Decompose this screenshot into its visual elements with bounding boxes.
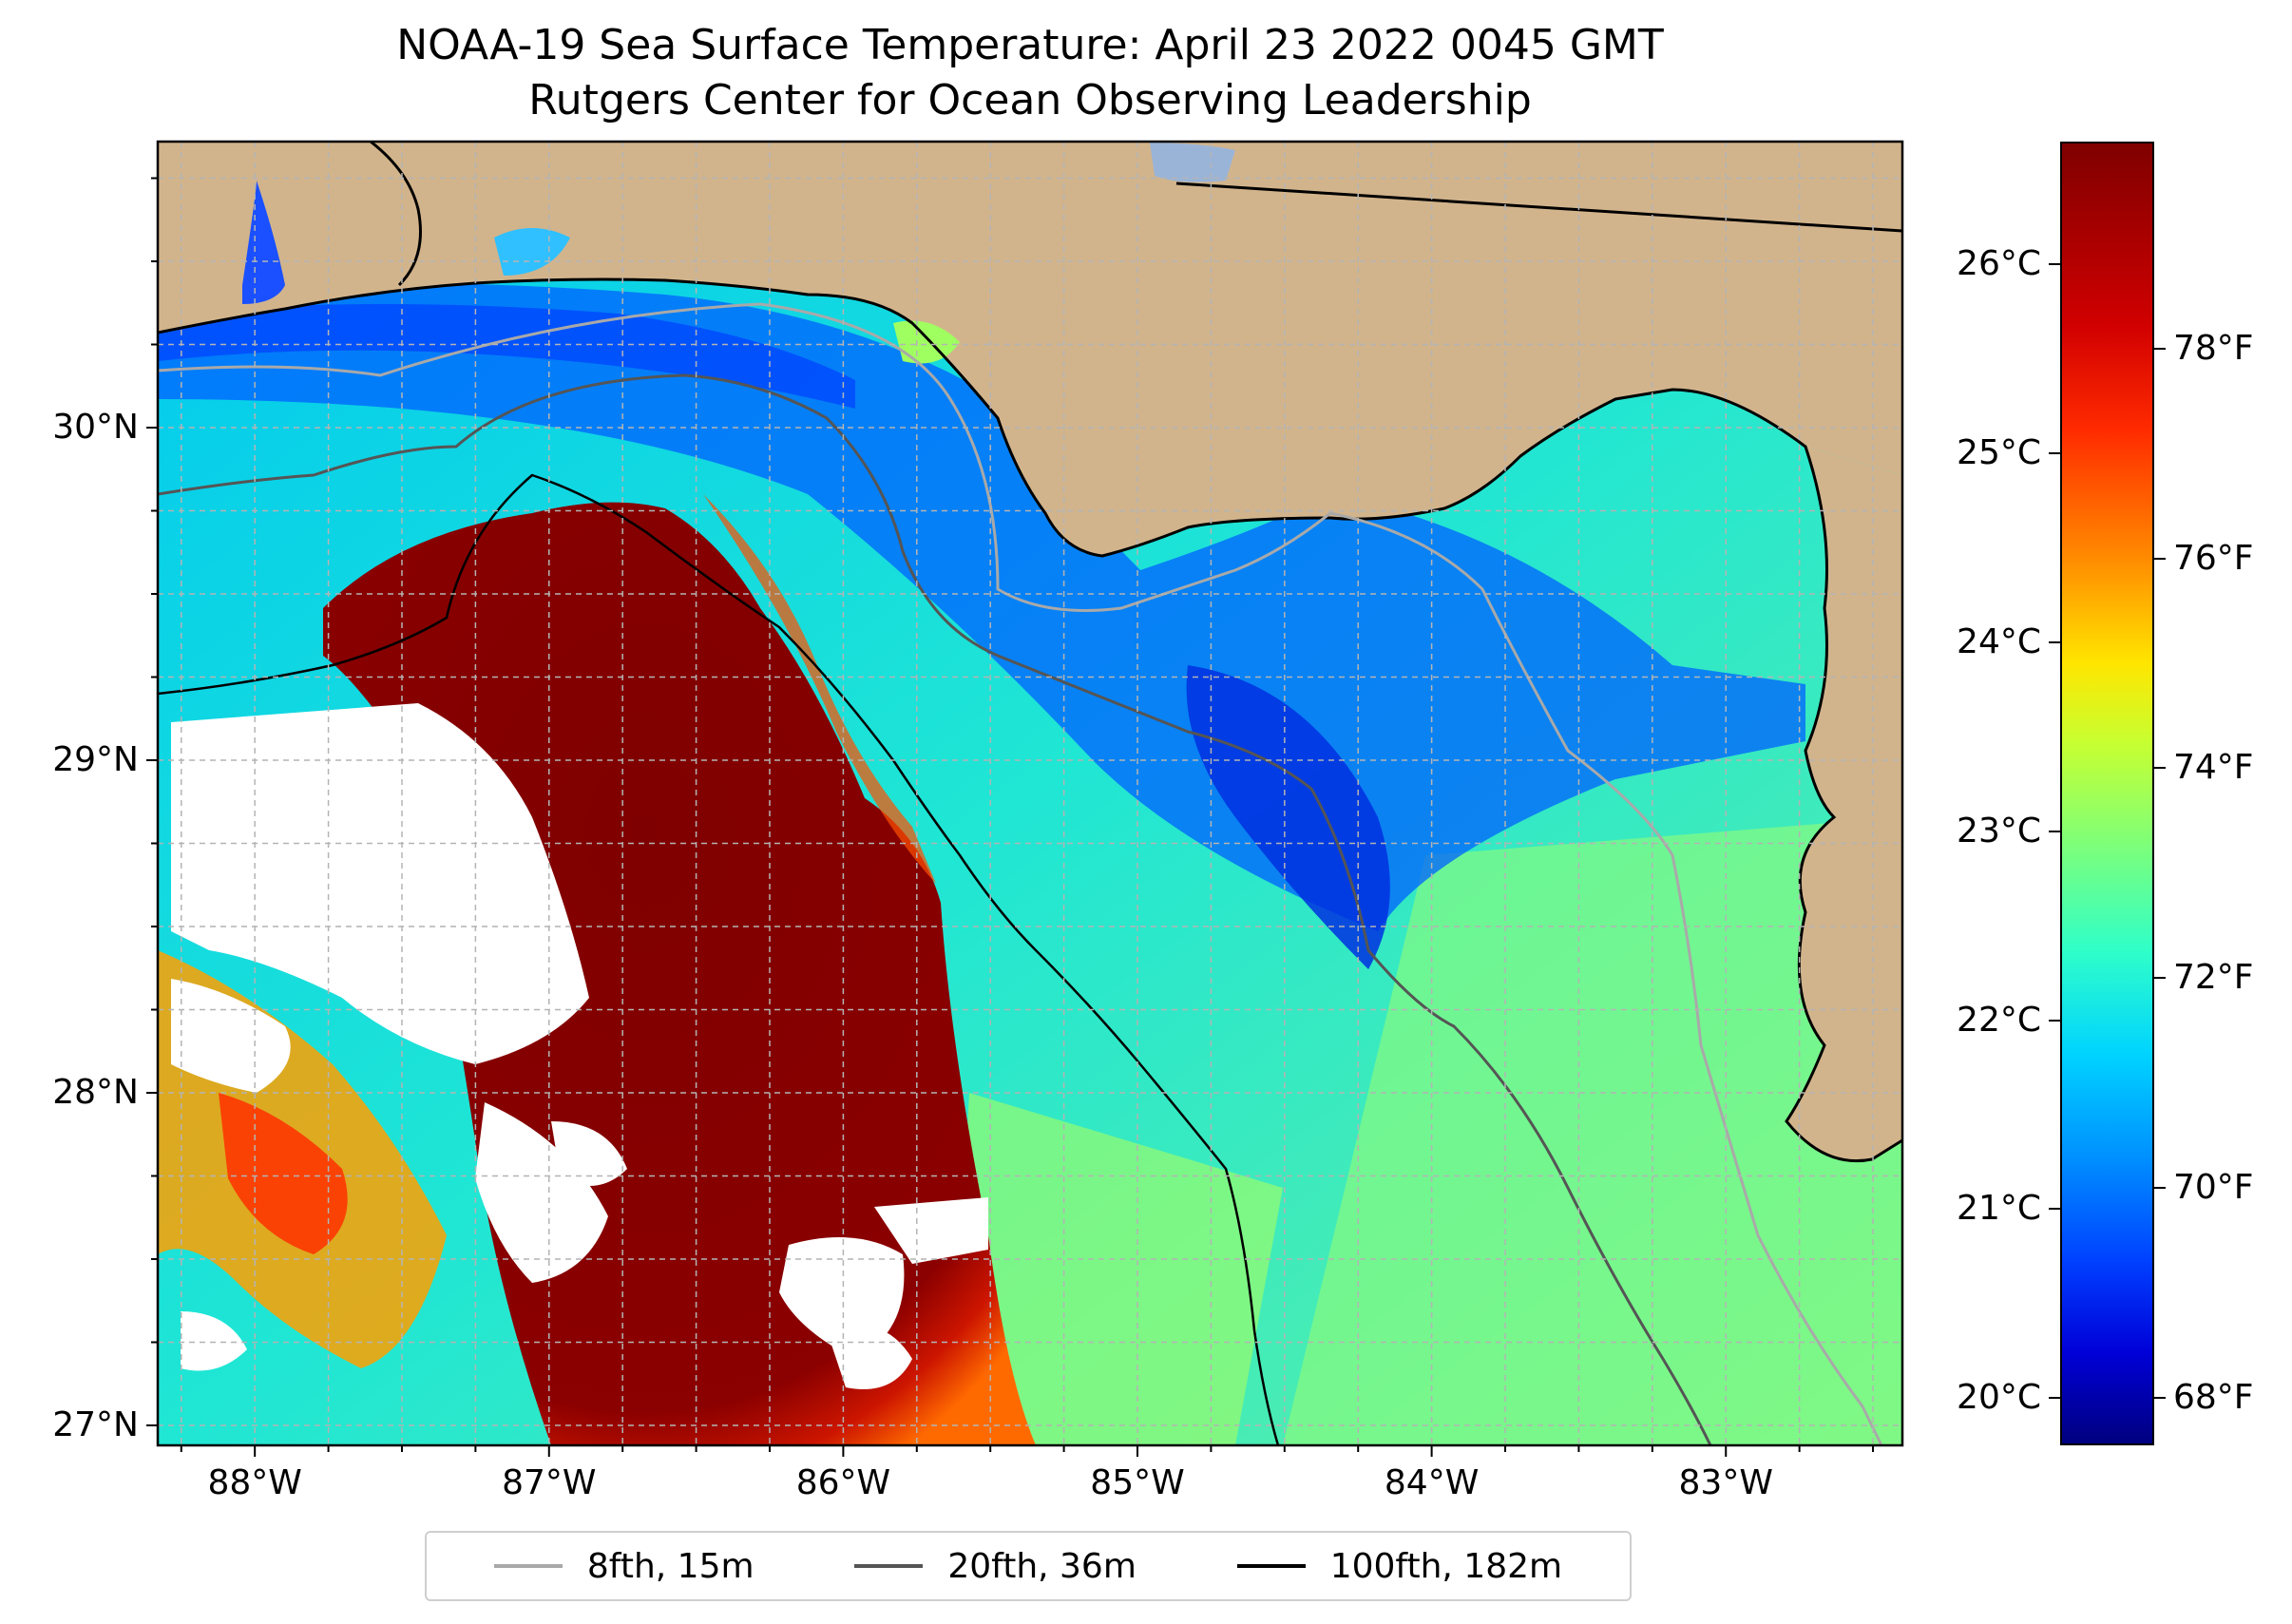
graticule bbox=[158, 142, 1902, 1445]
lon-tick-label: 87°W bbox=[502, 1463, 597, 1502]
lon-tick-label: 86°W bbox=[795, 1463, 891, 1502]
chart-title: NOAA-19 Sea Surface Temperature: April 2… bbox=[396, 21, 1664, 69]
coastline bbox=[158, 277, 1902, 1163]
al-fl-boundary bbox=[370, 142, 422, 287]
warm-front-edge bbox=[703, 494, 936, 884]
colorbar-tick bbox=[2049, 263, 2060, 266]
legend-item-20fth: 20fth, 36m bbox=[854, 1547, 1136, 1586]
map-frame bbox=[156, 140, 1904, 1447]
isobath-20fth bbox=[158, 373, 1712, 1445]
south-shelf-water bbox=[950, 1093, 1283, 1445]
legend-label-8fth: 8fth, 15m bbox=[586, 1546, 754, 1586]
isobath-8fth bbox=[158, 302, 1883, 1445]
fahrenheit-tick-label: 70°F bbox=[2173, 1168, 2254, 1208]
colorbar-tick bbox=[2049, 640, 2060, 643]
map-field bbox=[158, 142, 1902, 1445]
lat-tick-label: 27°N bbox=[52, 1405, 139, 1444]
colorbar-tick bbox=[2049, 1397, 2060, 1400]
mobile-bay bbox=[242, 181, 285, 304]
fahrenheit-tick-label: 78°F bbox=[2173, 328, 2254, 368]
colorbar-tick bbox=[2154, 977, 2166, 980]
cloud-mask bbox=[171, 703, 589, 1064]
lon-tick-label: 83°W bbox=[1678, 1463, 1773, 1502]
cold-pool bbox=[1186, 665, 1390, 969]
land-north bbox=[158, 142, 1902, 556]
legend-item-100fth: 100fth, 182m bbox=[1236, 1546, 1563, 1586]
colorbar-tick bbox=[2154, 767, 2166, 770]
legend-swatch-8fth bbox=[493, 1564, 563, 1568]
lake-seminole bbox=[1150, 143, 1235, 182]
state-boundary bbox=[1175, 182, 1902, 233]
lon-tick-label: 84°W bbox=[1384, 1463, 1480, 1502]
cloud-mask-5 bbox=[827, 1325, 912, 1389]
lon-tick-label: 85°W bbox=[1090, 1463, 1185, 1502]
celsius-tick-label: 20°C bbox=[1957, 1378, 2041, 1418]
celsius-tick-label: 21°C bbox=[1957, 1189, 2041, 1229]
lat-tick-label: 30°N bbox=[52, 408, 139, 447]
east-shelf-water bbox=[1283, 817, 1902, 1445]
colorbar-tick bbox=[2049, 1208, 2060, 1211]
fahrenheit-tick-label: 72°F bbox=[2173, 958, 2254, 998]
legend-swatch-20fth bbox=[854, 1564, 924, 1568]
cloud-mask-7 bbox=[874, 1197, 988, 1264]
western-hot-patch bbox=[219, 1093, 348, 1254]
nearshore-cold bbox=[158, 304, 855, 409]
lon-tick-label: 88°W bbox=[207, 1463, 302, 1502]
fahrenheit-tick-label: 68°F bbox=[2173, 1378, 2254, 1418]
pensacola-bay bbox=[494, 228, 570, 276]
lat-tick-label: 29°N bbox=[52, 740, 139, 779]
celsius-tick-label: 25°C bbox=[1957, 433, 2041, 473]
chart-subtitle: Rutgers Center for Ocean Observing Leade… bbox=[528, 76, 1532, 124]
celsius-tick-label: 26°C bbox=[1957, 244, 2041, 284]
colorbar-tick bbox=[2049, 1019, 2060, 1022]
fahrenheit-tick-label: 76°F bbox=[2173, 538, 2254, 578]
colorbar-tick bbox=[2154, 1397, 2166, 1400]
colorbar-tick bbox=[2154, 1187, 2166, 1190]
celsius-tick-label: 22°C bbox=[1957, 1000, 2041, 1040]
cloud-mask-8 bbox=[181, 1311, 247, 1371]
colorbar-tick bbox=[2049, 830, 2060, 832]
legend-label-100fth: 100fth, 182m bbox=[1329, 1546, 1563, 1586]
st-andrews-bay bbox=[893, 320, 960, 364]
colorbar-tick bbox=[2154, 557, 2166, 560]
fahrenheit-tick-label: 74°F bbox=[2173, 748, 2254, 788]
cloud-mask-6 bbox=[551, 1121, 627, 1186]
axis-ticks bbox=[146, 177, 1875, 1457]
celsius-tick-label: 24°C bbox=[1957, 621, 2041, 661]
legend-swatch-100fth bbox=[1236, 1564, 1306, 1568]
cold-coastal-band bbox=[158, 281, 1805, 932]
celsius-tick-label: 23°C bbox=[1957, 811, 2041, 850]
legend-item-8fth: 8fth, 15m bbox=[493, 1546, 754, 1586]
cloud-mask-2 bbox=[171, 979, 291, 1093]
lat-tick-label: 28°N bbox=[52, 1073, 139, 1112]
colorbar-tick bbox=[2154, 347, 2166, 350]
colorbar-tick bbox=[2049, 452, 2060, 455]
colorbar bbox=[2060, 142, 2154, 1445]
cloud-mask-3 bbox=[475, 1102, 608, 1283]
legend: 8fth, 15m 20fth, 36m 100fth, 182m bbox=[425, 1531, 1632, 1601]
legend-label-20fth: 20fth, 36m bbox=[947, 1546, 1136, 1586]
isobath-100fth bbox=[158, 473, 1280, 1445]
